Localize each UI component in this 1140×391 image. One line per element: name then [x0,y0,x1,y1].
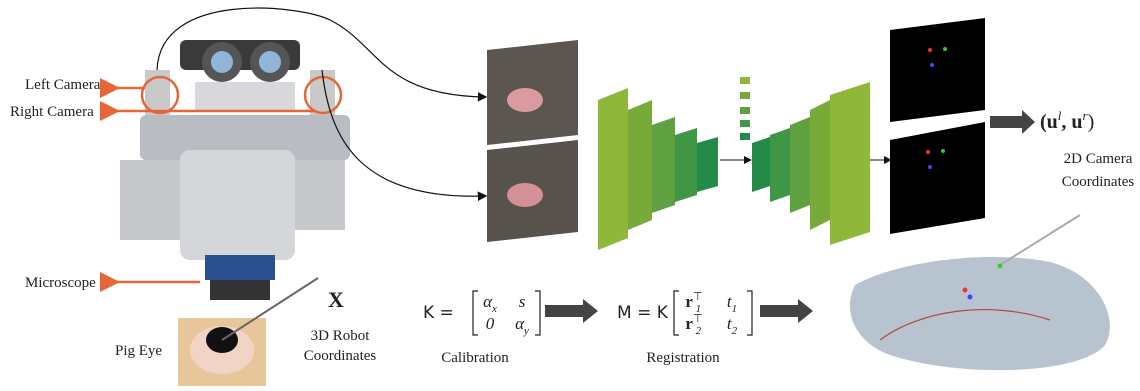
equation-lhs: M = K [617,303,669,323]
network [598,77,890,250]
label: 2D Camera [1064,151,1133,167]
arrow [990,110,1035,134]
matrix-entry: s [519,292,526,311]
symbol: X [328,287,344,312]
label: Coordinates [304,348,377,364]
matrix-entry: t1 [727,292,737,315]
label: Registration [646,350,720,366]
matrix-entry: 0 [486,314,495,333]
label: Coordinates [1062,174,1135,190]
reconstruction-image [850,215,1110,370]
bracket [535,291,540,335]
bracket [473,291,478,335]
label: Left Camera [25,77,101,93]
bracket [674,291,679,335]
arrow [545,299,598,323]
label: Calibration [441,350,509,366]
label: Pig Eye [115,343,162,359]
figure: Left Camera Right Camera Microscope Pig … [0,0,1140,391]
matrix-entry: r⊤1 [685,291,702,315]
equation-lhs: K = [423,303,454,323]
output-image [890,18,985,234]
output-formula: (ul, ur) [1040,108,1094,133]
label: Microscope [25,275,96,291]
label: Right Camera [10,104,94,120]
matrix-entry: αy [515,314,529,337]
arrow [760,299,813,323]
label: 3D Robot [311,328,371,344]
microscope-image [120,40,350,300]
bracket [747,291,752,335]
input-image [487,40,578,242]
matrix-entry: r⊤2 [685,313,702,337]
matrix-entry: αx [483,292,497,315]
matrix-entry: t2 [727,314,738,337]
